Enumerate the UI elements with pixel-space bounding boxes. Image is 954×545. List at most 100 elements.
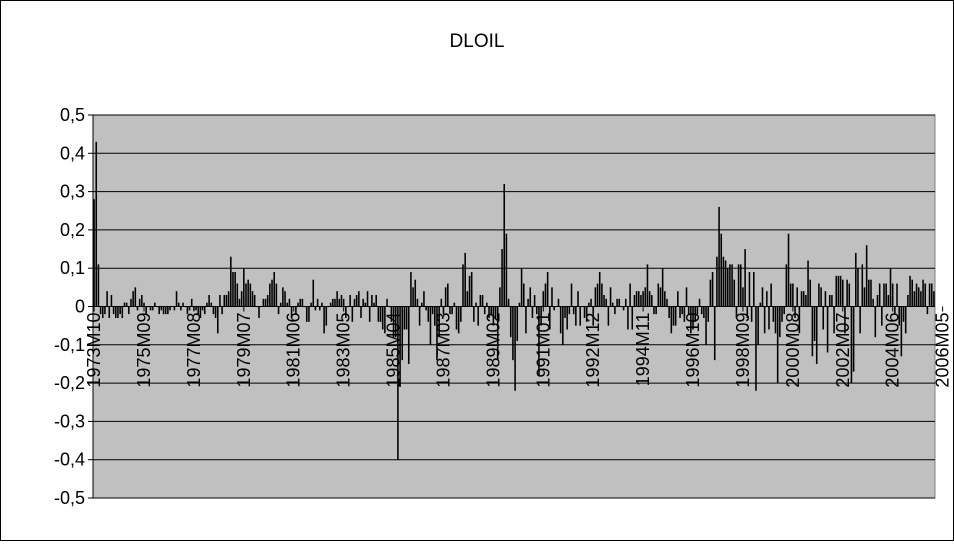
- bar: [891, 283, 894, 307]
- bar: [540, 306, 542, 326]
- bar: [238, 298, 241, 307]
- bar: [861, 264, 864, 307]
- bar: [930, 283, 933, 307]
- bar: [125, 302, 128, 307]
- bar: [844, 306, 846, 334]
- bar: [197, 306, 200, 315]
- bar: [542, 291, 545, 307]
- bar: [123, 302, 126, 307]
- bar: [297, 302, 299, 307]
- bar: [549, 306, 551, 330]
- x-tick-label: 1983M05: [334, 313, 354, 388]
- bar: [553, 306, 555, 311]
- bar: [401, 306, 404, 361]
- bar: [683, 306, 686, 322]
- bar: [479, 295, 482, 307]
- bar: [839, 275, 842, 307]
- bar: [776, 306, 779, 384]
- bar: [863, 287, 866, 307]
- bar: [874, 306, 877, 338]
- bar: [720, 233, 723, 307]
- bar: [373, 302, 375, 307]
- x-tick-label: 1973M10: [84, 313, 104, 388]
- bar: [264, 298, 267, 307]
- bar: [857, 268, 859, 307]
- bar: [377, 306, 380, 322]
- bar: [536, 306, 538, 315]
- bar: [924, 283, 927, 307]
- bar: [590, 298, 592, 307]
- bar: [325, 306, 328, 326]
- bar: [390, 306, 393, 322]
- bar: [627, 306, 629, 330]
- bar: [588, 302, 590, 307]
- bar: [902, 306, 905, 322]
- bar: [566, 306, 568, 330]
- bar: [564, 306, 566, 318]
- bar: [492, 306, 495, 326]
- bar: [251, 291, 254, 307]
- bar: [796, 287, 798, 307]
- bar: [249, 283, 252, 307]
- bar: [761, 287, 764, 307]
- bar: [865, 245, 868, 307]
- bar: [915, 283, 918, 307]
- bar: [117, 306, 119, 318]
- bar: [453, 302, 456, 307]
- bar: [345, 306, 347, 318]
- bar: [468, 275, 471, 307]
- bar: [225, 295, 228, 307]
- bar: [481, 295, 484, 307]
- bar: [247, 279, 249, 307]
- bar: [913, 291, 916, 307]
- bar: [466, 291, 469, 307]
- bar: [926, 306, 929, 315]
- bar: [644, 287, 647, 307]
- bar: [405, 306, 408, 330]
- bar: [616, 298, 618, 307]
- bar: [371, 295, 373, 307]
- bar: [290, 306, 293, 318]
- bar: [655, 306, 657, 315]
- bar: [811, 306, 814, 357]
- bar: [99, 306, 102, 315]
- bar: [121, 306, 124, 318]
- bar: [440, 298, 443, 307]
- bar: [360, 306, 362, 318]
- bar: [633, 295, 636, 307]
- bar: [813, 306, 816, 341]
- bar: [868, 279, 870, 307]
- bar: [551, 287, 553, 307]
- bar: [707, 306, 709, 322]
- bar: [455, 306, 458, 330]
- x-tick-label: 1987M03: [433, 313, 453, 388]
- bar: [136, 306, 139, 311]
- bar: [787, 233, 790, 307]
- bar: [355, 295, 358, 307]
- bar: [774, 306, 777, 334]
- y-tick-label: 0,2: [60, 220, 85, 240]
- bar: [646, 264, 649, 307]
- bar: [164, 306, 167, 315]
- bar: [746, 306, 749, 318]
- bar: [933, 291, 935, 307]
- bar: [672, 306, 675, 326]
- bar: [316, 298, 319, 307]
- bar: [729, 264, 731, 307]
- bar: [579, 306, 581, 326]
- bar: [527, 298, 529, 307]
- bar: [878, 283, 881, 307]
- bar: [651, 295, 653, 307]
- bar: [386, 298, 388, 307]
- bar: [798, 306, 801, 334]
- bar: [609, 287, 612, 307]
- bar: [598, 272, 601, 307]
- bar: [794, 306, 796, 318]
- bar: [154, 302, 156, 307]
- bar: [711, 272, 714, 307]
- bar: [203, 306, 206, 315]
- bar: [95, 141, 98, 307]
- bar: [687, 306, 690, 315]
- bar: [624, 298, 627, 307]
- bar: [631, 306, 634, 330]
